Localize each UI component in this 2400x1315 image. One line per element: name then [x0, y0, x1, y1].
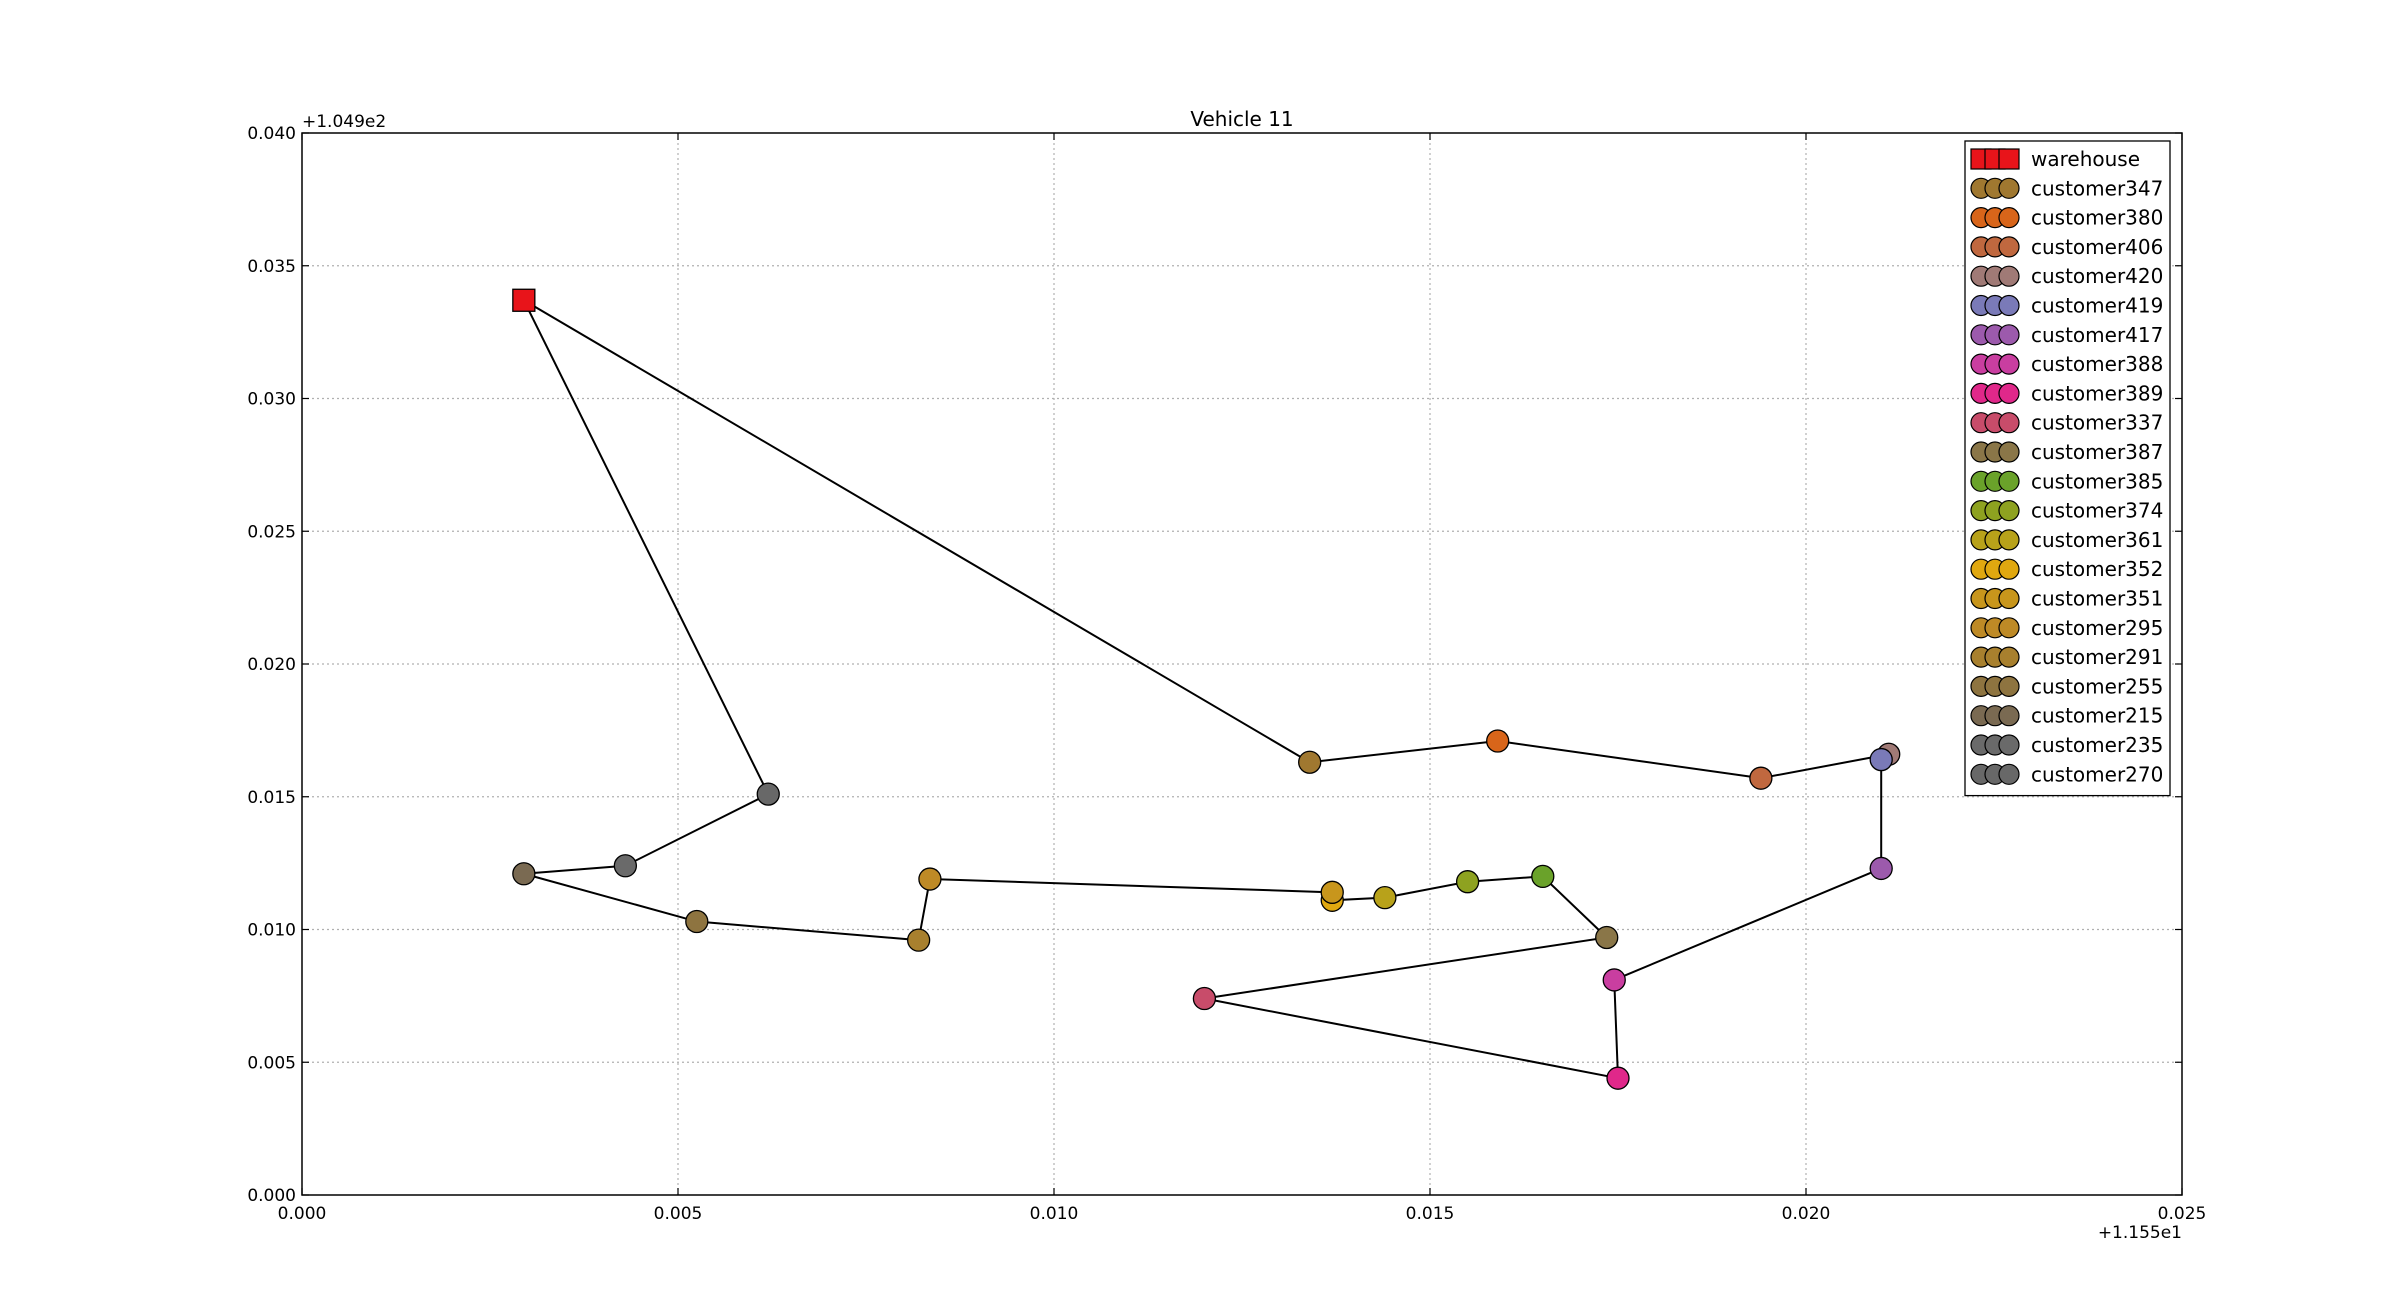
- legend-label-customer337: customer337: [2031, 411, 2163, 435]
- marker-customer417: [1869, 856, 1893, 881]
- marker-customer374: [1455, 870, 1480, 894]
- legend-marker-customer417: [1998, 324, 2020, 346]
- legend-marker-customer270: [1998, 763, 2020, 785]
- x-tick-label: 0.020: [1782, 1204, 1831, 1224]
- legend-label-customer385: customer385: [2031, 469, 2163, 493]
- legend-marker-customer387: [1998, 441, 2020, 463]
- marker-customer361: [1373, 885, 1397, 910]
- y-tick-label: 0.040: [247, 124, 296, 144]
- legend-marker-customer385: [1998, 470, 2020, 492]
- legend-label-customer255: customer255: [2031, 674, 2163, 698]
- legend-label-customer347: customer347: [2031, 176, 2163, 200]
- legend-marker-customer235: [1998, 734, 2020, 756]
- y-tick-label: 0.035: [247, 257, 296, 277]
- ticks: 0.000 0.005 0.010 0.015 0.020 0.025 0.000 0.005…: [247, 124, 2206, 1224]
- y-tick-label: 0.005: [247, 1053, 296, 1073]
- legend-marker-customer361: [1998, 529, 2020, 551]
- legend-label-customer406: customer406: [2031, 235, 2163, 259]
- marker-customer270: [756, 782, 780, 806]
- grid: [302, 133, 2182, 1195]
- y-tick-label: 0.030: [247, 390, 296, 410]
- legend-marker-customer406: [1998, 236, 2020, 258]
- x-tick-label: 0.025: [2158, 1204, 2207, 1224]
- legend-marker-customer419: [1998, 294, 2020, 317]
- x-tick-label: 0.000: [278, 1204, 327, 1224]
- legend-label-customer420: customer420: [2031, 264, 2163, 288]
- legend-label-customer419: customer419: [2031, 294, 2163, 318]
- legend-marker-customer351: [1998, 587, 2020, 610]
- legend-marker-customer388: [1998, 353, 2020, 375]
- x-tick-label: 0.005: [654, 1204, 703, 1224]
- legend-label-customer351: customer351: [2031, 587, 2163, 611]
- marker-customer255: [685, 909, 709, 934]
- y-tick-label: 0.000: [247, 1186, 296, 1206]
- legend-label-warehouse: warehouse: [2031, 147, 2140, 171]
- legend-label-customer235: customer235: [2031, 733, 2163, 757]
- marker-customer215: [512, 862, 536, 886]
- y-tick-label: 0.010: [247, 921, 296, 941]
- y-tick-label: 0.025: [247, 522, 296, 542]
- marker-customer387: [1595, 925, 1619, 950]
- marker-customer235: [613, 854, 638, 878]
- marker-customer388: [1602, 968, 1626, 992]
- legend-marker-customer374: [1998, 500, 2020, 522]
- legend-marker-customer347: [1998, 177, 2020, 199]
- legend-marker-customer380: [1998, 207, 2020, 229]
- marker-customer351: [1320, 880, 1344, 904]
- legend-label-customer291: customer291: [2031, 645, 2163, 669]
- legend-label-customer389: customer389: [2031, 381, 2163, 405]
- chart-title: Vehicle 11: [1190, 107, 1293, 131]
- marker-customer380: [1486, 729, 1510, 753]
- marker-customer406: [1749, 766, 1773, 790]
- marker-customer419: [1869, 747, 1893, 772]
- legend-marker-customer295: [1998, 617, 2020, 639]
- marker-customer389: [1606, 1066, 1630, 1090]
- legend-marker-customer337: [1998, 412, 2020, 434]
- x-tick-label: 0.010: [1030, 1204, 1079, 1224]
- legend-label-customer361: customer361: [2031, 528, 2163, 552]
- legend-marker-warehouse: [1998, 148, 2020, 170]
- y-offset-label: +1.049e2: [302, 112, 386, 132]
- legend-label-customer387: customer387: [2031, 440, 2163, 464]
- marker-warehouse: [512, 288, 536, 312]
- legend-label-customer215: customer215: [2031, 704, 2163, 728]
- marker-customer295: [918, 867, 942, 891]
- legend-marker-customer215: [1998, 705, 2020, 727]
- legend-label-customer380: customer380: [2031, 206, 2163, 230]
- marker-customer347: [1298, 750, 1322, 774]
- x-tick-label: 0.015: [1406, 1204, 1455, 1224]
- y-tick-label: 0.020: [247, 655, 296, 675]
- markers: [512, 288, 1901, 1090]
- legend-label-customer374: customer374: [2031, 499, 2163, 523]
- legend-label-customer295: customer295: [2031, 616, 2163, 640]
- legend: warehouse customer347 customer380 customer4…: [1964, 140, 2171, 797]
- y-tick-label: 0.015: [247, 788, 296, 808]
- legend-label-customer270: customer270: [2031, 762, 2163, 786]
- marker-customer291: [906, 928, 931, 952]
- marker-customer337: [1192, 986, 1217, 1011]
- legend-marker-customer420: [1998, 265, 2020, 287]
- x-offset-label: +1.155e1: [2098, 1223, 2182, 1243]
- marker-customer385: [1531, 864, 1555, 889]
- legend-label-customer388: customer388: [2031, 352, 2163, 376]
- legend-marker-customer389: [1998, 382, 2020, 404]
- legend-marker-customer352: [1998, 558, 2020, 580]
- legend-marker-customer255: [1998, 675, 2020, 698]
- legend-marker-customer291: [1998, 646, 2020, 668]
- legend-label-customer352: customer352: [2031, 557, 2163, 581]
- legend-label-customer417: customer417: [2031, 323, 2163, 347]
